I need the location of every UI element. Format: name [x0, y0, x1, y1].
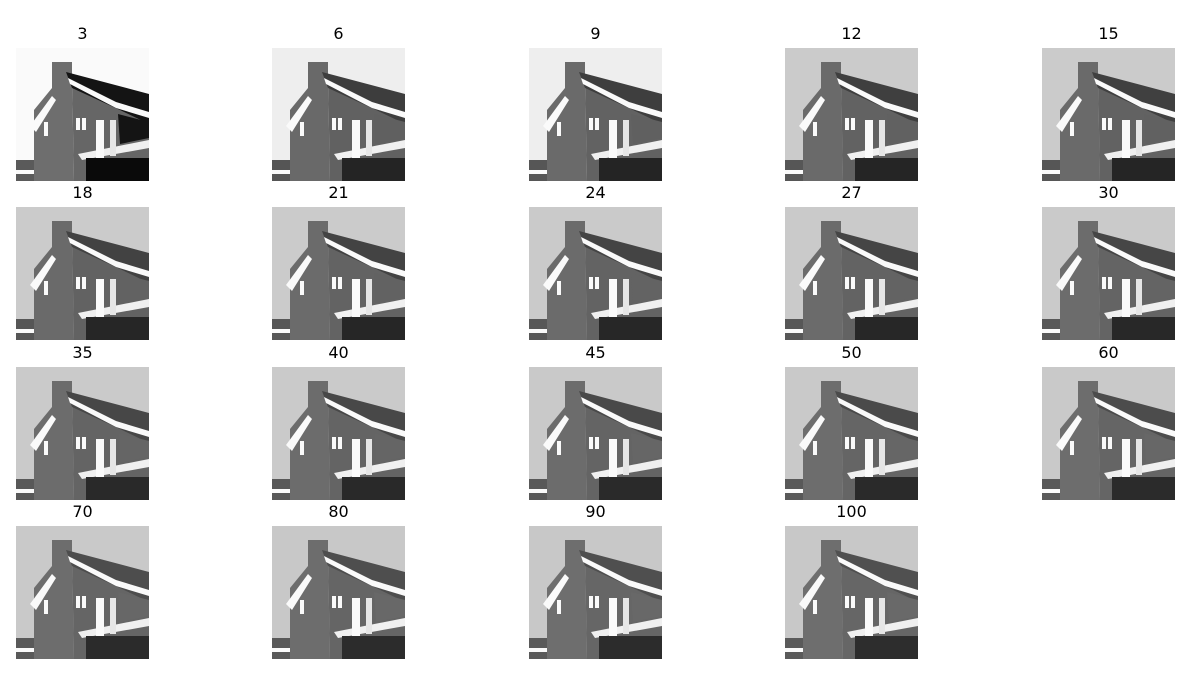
panel-title: 35 — [72, 343, 93, 362]
house-thumbnail — [785, 207, 918, 340]
panel-title: 18 — [72, 183, 93, 202]
house-thumbnail — [16, 367, 149, 500]
house-thumbnail — [16, 48, 149, 181]
panel-title: 12 — [841, 24, 862, 43]
panel-title: 3 — [77, 24, 88, 43]
panel-title: 24 — [585, 183, 606, 202]
panel-title: 80 — [328, 502, 349, 521]
house-thumbnail — [16, 526, 149, 659]
panel-title: 15 — [1098, 24, 1119, 43]
panel-title: 21 — [328, 183, 349, 202]
house-thumbnail — [1042, 48, 1175, 181]
house-thumbnail — [272, 48, 405, 181]
panel-title: 30 — [1098, 183, 1119, 202]
house-thumbnail — [16, 207, 149, 340]
house-thumbnail — [785, 48, 918, 181]
panel-title: 70 — [72, 502, 93, 521]
house-thumbnail — [272, 367, 405, 500]
house-thumbnail — [1042, 367, 1175, 500]
panel-title: 50 — [841, 343, 862, 362]
panel-title: 6 — [333, 24, 344, 43]
house-thumbnail — [1042, 207, 1175, 340]
panel-title: 45 — [585, 343, 606, 362]
house-thumbnail — [529, 48, 662, 181]
panel-title: 100 — [836, 502, 867, 521]
panel-title: 90 — [585, 502, 606, 521]
house-thumbnail — [529, 207, 662, 340]
house-thumbnail — [272, 207, 405, 340]
panel-title: 9 — [590, 24, 601, 43]
house-thumbnail — [529, 367, 662, 500]
house-thumbnail — [785, 526, 918, 659]
house-thumbnail — [785, 367, 918, 500]
panel-title: 60 — [1098, 343, 1119, 362]
panel-title: 27 — [841, 183, 862, 202]
house-thumbnail — [529, 526, 662, 659]
panel-title: 40 — [328, 343, 349, 362]
house-thumbnail — [272, 526, 405, 659]
